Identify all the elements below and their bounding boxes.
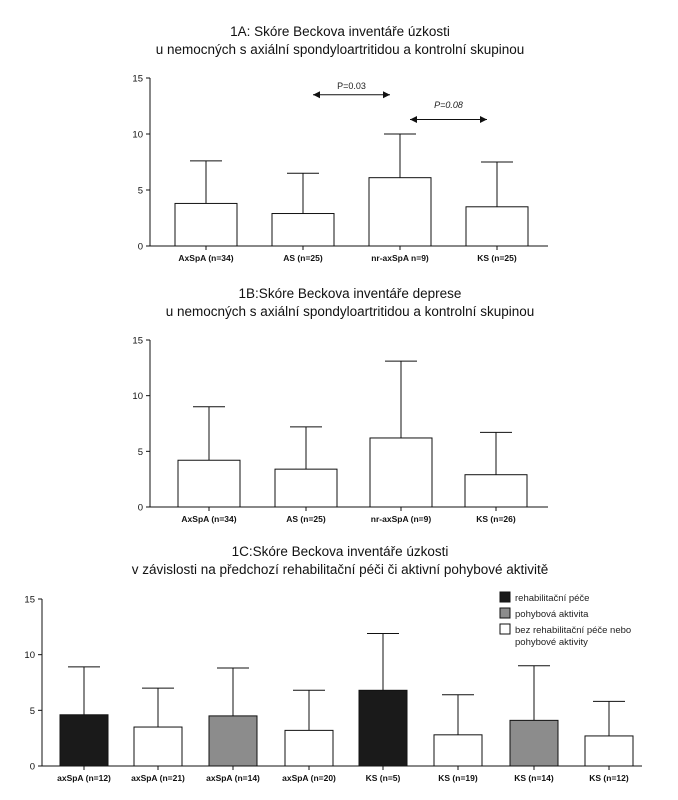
bar [465, 206, 529, 247]
y-tick-label: 15 [24, 595, 35, 606]
chart-title-line1: 1C:Skóre Beckova inventáře úzkosti [232, 544, 449, 559]
y-tick-label: 5 [30, 706, 35, 717]
x-tick-label: axSpA (n=21) [131, 773, 185, 783]
bar [509, 719, 559, 767]
x-tick-label: AxSpA (n=34) [181, 514, 236, 524]
chart-title-line2: u nemocných s axiální spondyloartritidou… [156, 42, 524, 57]
arrowhead-right [480, 115, 487, 123]
chart-panel-1c: 1C:Skóre Beckova inventáře úzkosti v závi… [24, 544, 642, 783]
x-tick-label: axSpA (n=12) [57, 773, 111, 783]
legend-label: rehabilitační péče [515, 593, 589, 604]
x-tick-label: axSpA (n=20) [282, 773, 336, 783]
y-tick-label: 0 [30, 762, 35, 773]
x-tick-label: axSpA (n=14) [206, 773, 260, 783]
y-tick-label: 15 [132, 74, 143, 85]
y-tick-label: 10 [132, 130, 143, 141]
legend-swatch [499, 591, 511, 603]
legend: rehabilitační péče pohybová aktivita bez r… [499, 591, 631, 648]
x-tick-label: AS (n=25) [286, 514, 326, 524]
bar [433, 734, 483, 767]
x-tick-label: KS (n=12) [589, 773, 629, 783]
x-tick-label: KS (n=19) [438, 773, 478, 783]
chart-title-line2: v závislosti na předchozí rehabilitační … [132, 562, 548, 577]
x-tick-label: KS (n=25) [477, 253, 517, 263]
chart-panel-1b: 1B:Skóre Beckova inventáře deprese u nemo… [132, 286, 548, 524]
arrowhead-right [383, 91, 390, 99]
bar [271, 213, 335, 247]
bar [274, 468, 338, 508]
chart-title-line1: 1B:Skóre Beckova inventáře deprese [239, 286, 462, 301]
bar [174, 202, 238, 247]
bar [369, 437, 433, 508]
bar [284, 729, 334, 767]
y-tick-label: 10 [132, 391, 143, 402]
arrowhead-left [410, 115, 417, 123]
y-tick-label: 0 [138, 503, 143, 514]
chart-title-line2: u nemocných s axiální spondyloartritidou… [166, 304, 534, 319]
chart-title-line1: 1A: Skóre Beckova inventáře úzkosti [230, 24, 450, 39]
y-tick-label: 10 [24, 650, 35, 661]
y-tick-label: 5 [138, 186, 143, 197]
y-tick-label: 5 [138, 447, 143, 458]
legend-label: pohybová aktivita [515, 609, 589, 620]
p-value-label: P=0.08 [434, 100, 463, 110]
legend-label: bez rehabilitační péče nebo [515, 625, 631, 636]
y-tick-label: 15 [132, 336, 143, 347]
arrowhead-left [313, 91, 320, 99]
x-tick-label: AxSpA (n=34) [178, 253, 233, 263]
legend-swatch [499, 607, 511, 619]
x-tick-label: KS (n=26) [476, 514, 516, 524]
bar [358, 689, 408, 767]
bar [208, 715, 258, 767]
bar [177, 459, 241, 508]
x-tick-label: nr-axSpA n=9) [371, 253, 429, 263]
bar [59, 714, 109, 767]
bar [368, 177, 432, 247]
bar [584, 735, 634, 767]
y-tick-label: 0 [138, 242, 143, 253]
bar [464, 474, 528, 508]
legend-swatch [499, 623, 511, 635]
x-tick-label: KS (n=14) [514, 773, 554, 783]
bar [133, 726, 183, 767]
x-tick-label: AS (n=25) [283, 253, 323, 263]
p-value-label: P=0.03 [337, 81, 366, 91]
x-tick-label: nr-axSpA (n=9) [371, 514, 432, 524]
legend-label: pohybové aktivity [515, 637, 588, 648]
chart-panel-1a: 1A: Skóre Beckova inventáře úzkosti u nem… [132, 24, 548, 263]
x-tick-label: KS (n=5) [366, 773, 401, 783]
